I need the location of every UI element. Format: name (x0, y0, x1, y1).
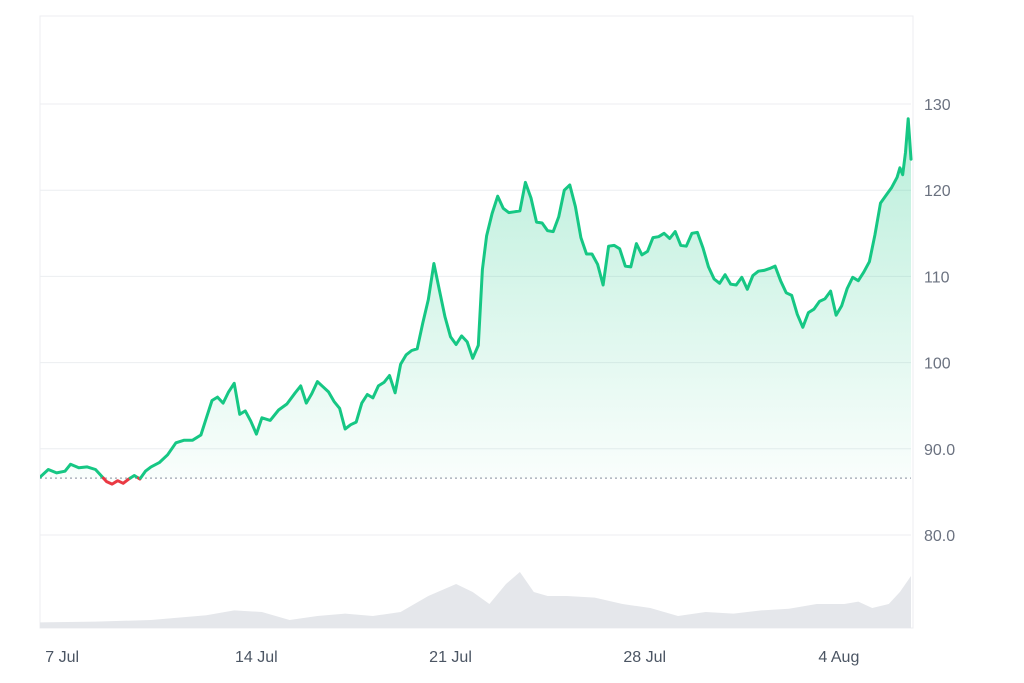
price-area (40, 118, 911, 485)
volume-series (40, 572, 911, 628)
x-tick-label: 28 Jul (623, 649, 666, 666)
y-tick-label: 90.0 (924, 442, 955, 459)
y-tick-label: 120 (924, 183, 951, 200)
price-line (40, 117, 913, 486)
x-tick-label: 21 Jul (429, 649, 472, 666)
price-line-up (128, 474, 140, 480)
volume-area (40, 572, 911, 628)
price-line-up (40, 462, 105, 480)
y-tick-label: 100 (924, 356, 951, 373)
x-tick-label: 4 Aug (818, 649, 859, 666)
y-axis: 80.0 90.0 100 110 120 130 (924, 97, 955, 545)
price-line-up (139, 117, 913, 480)
y-tick-label: 110 (924, 269, 950, 286)
price-line-down (101, 476, 132, 486)
y-tick-label: 130 (924, 97, 951, 114)
x-tick-label: 7 Jul (45, 649, 79, 666)
price-area-fill (40, 118, 911, 485)
x-tick-label: 14 Jul (235, 649, 278, 666)
x-axis: 7 Jul 14 Jul 21 Jul 28 Jul 4 Aug (45, 649, 859, 666)
y-tick-label: 80.0 (924, 528, 955, 545)
